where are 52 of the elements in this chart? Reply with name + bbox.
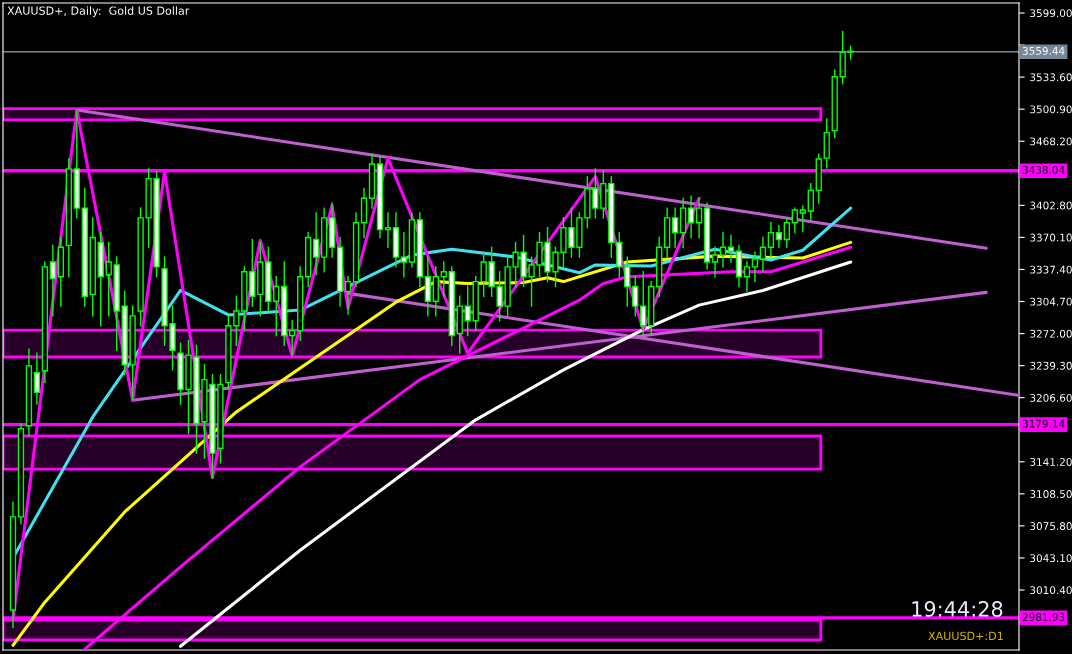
candlestick	[400, 231, 408, 278]
candlestick	[632, 276, 639, 317]
candlestick	[312, 212, 320, 276]
candlestick	[751, 251, 759, 283]
candlestick	[273, 276, 280, 337]
y-tick-label: 3304.70	[1030, 297, 1072, 306]
candlestick	[743, 261, 751, 293]
chart-title: XAUUSD+, Daily: Gold US Dollar	[7, 6, 190, 17]
candlestick	[807, 182, 814, 221]
candlestick	[440, 261, 447, 298]
y-tick-label: 3468.20	[1030, 137, 1072, 146]
y-tick-label: 3402.80	[1030, 201, 1072, 210]
candlestick	[687, 195, 695, 239]
y-tick-label: 3108.50	[1030, 490, 1072, 498]
y-tick-label: 3043.10	[1030, 554, 1072, 563]
annotation: 19:44:28	[912, 601, 1003, 617]
ref-line-label: 3438.04	[1022, 165, 1065, 174]
y-tick-label: 3533.60	[1030, 73, 1072, 82]
y-tick-label: 3272.00	[1030, 329, 1072, 338]
candlestick	[344, 276, 352, 315]
y-tick-label: 3075.80	[1030, 522, 1072, 530]
candlestick	[464, 285, 471, 337]
candlestick	[671, 207, 679, 248]
y-tick-label: 3239.30	[1030, 361, 1072, 370]
candlestick	[33, 352, 41, 405]
candlestick	[384, 212, 392, 248]
candlestick	[624, 256, 631, 307]
candlestick	[783, 217, 791, 248]
candlestick	[799, 205, 806, 233]
candlestick	[695, 197, 703, 239]
y-tick-label: 3599.00	[1030, 9, 1072, 18]
candlestick	[719, 231, 727, 268]
y-tick-label: 3500.90	[1030, 105, 1072, 114]
y-tick-label: 3370.10	[1030, 233, 1072, 242]
candlestick	[775, 225, 783, 248]
ref-line-label: 3179.14	[1022, 419, 1065, 428]
y-tick-label: 3337.40	[1030, 265, 1072, 274]
candlestick	[767, 222, 775, 258]
y-tick-label: 3141.20	[1030, 458, 1072, 466]
candlestick	[759, 236, 767, 273]
candlestick	[791, 207, 798, 234]
ref-line-label: 3559.44	[1022, 46, 1065, 55]
annotation: XAUUSD+:D1	[928, 631, 1003, 641]
y-tick-label: 3206.60	[1030, 393, 1072, 402]
candlestick	[640, 271, 647, 337]
ref-line-label: 2981.93	[1022, 613, 1065, 621]
candlestick	[289, 320, 296, 356]
candlestick	[727, 234, 735, 263]
y-tick-label: 3010.40	[1030, 586, 1072, 595]
candlestick	[49, 244, 57, 317]
candlestick	[711, 246, 719, 278]
candlestick	[105, 241, 112, 317]
